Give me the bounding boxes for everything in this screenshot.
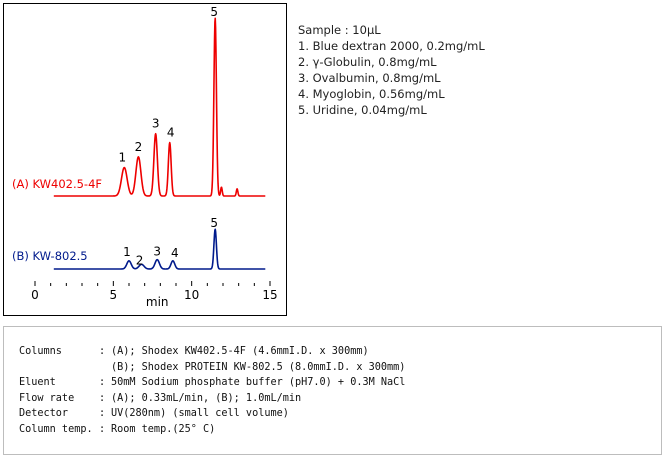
- condition-row: (B); Shodex PROTEIN KW-802.5 (8.0mmI.D. …: [19, 362, 405, 378]
- condition-value: 50mM Sodium phosphate buffer (pH7.0) + 0…: [111, 377, 406, 389]
- condition-value: Room temp.(25° C): [111, 423, 216, 435]
- condition-row: Detector : UV(280nm) (small cell volume): [19, 408, 405, 424]
- peak-label: 1: [123, 245, 131, 259]
- condition-row: Eluent : 50mM Sodium phosphate buffer (p…: [19, 377, 405, 393]
- peak-label: 2: [135, 140, 143, 154]
- peak-label: 5: [210, 5, 218, 19]
- condition-row: Columns : (A); Shodex KW402.5-4F (4.6mmI…: [19, 346, 405, 362]
- condition-value: (A); Shodex KW402.5-4F (4.6mmI.D. x 300m…: [111, 346, 369, 357]
- condition-separator: :: [99, 377, 106, 389]
- chromatogram-panel: [3, 3, 287, 316]
- sample-item-2: 2. γ-Globulin, 0.8mg/mL: [298, 55, 437, 69]
- sample-item-1: 1. Blue dextran 2000, 0.2mg/mL: [298, 39, 485, 53]
- condition-separator: :: [99, 408, 106, 420]
- condition-label: Columns: [19, 346, 62, 357]
- x-axis-label: min: [146, 295, 169, 309]
- sample-info: Sample : 10μL 1. Blue dextran 2000, 0.2m…: [298, 22, 485, 118]
- condition-value: (B); Shodex PROTEIN KW-802.5 (8.0mmI.D. …: [111, 361, 406, 373]
- condition-value: UV(280nm) (small cell volume): [111, 408, 289, 420]
- condition-row: Flow rate : (A); 0.33mL/min, (B); 1.0mL/…: [19, 393, 405, 409]
- condition-label: Flow rate: [19, 392, 75, 404]
- analysis-conditions-table: Columns : (A); Shodex KW402.5-4F (4.6mmI…: [19, 346, 405, 440]
- peak-label: 5: [210, 216, 218, 230]
- condition-row: Column temp. : Room temp.(25° C): [19, 424, 405, 440]
- sample-item-4: 4. Myoglobin, 0.56mg/mL: [298, 87, 445, 101]
- condition-separator: :: [99, 392, 106, 404]
- peak-label: 1: [118, 151, 126, 165]
- x-tick-label: 0: [31, 288, 39, 302]
- x-tick-label: 5: [110, 288, 118, 302]
- sample-item-3: 3. Ovalbumin, 0.8mg/mL: [298, 71, 441, 85]
- condition-separator: :: [99, 423, 106, 435]
- sample-title: Sample : 10μL: [298, 23, 381, 37]
- condition-value: (A); 0.33mL/min, (B); 1.0mL/min: [111, 392, 302, 404]
- condition-label: Eluent: [19, 377, 56, 389]
- sample-item-5: 5. Uridine, 0.04mg/mL: [298, 103, 427, 117]
- peak-label: 3: [153, 245, 161, 259]
- trace-line-b: [53, 228, 266, 270]
- x-tick-label: 15: [262, 288, 277, 302]
- condition-separator: [99, 362, 111, 378]
- trace-line-a: [53, 17, 266, 197]
- condition-label: Column temp.: [19, 423, 93, 435]
- peak-label: 2: [136, 253, 144, 267]
- condition-label: Detector: [19, 408, 69, 420]
- condition-separator: :: [99, 346, 106, 357]
- x-tick-label: 10: [184, 288, 199, 302]
- trace-name-label-b: (B) KW-802.5: [12, 249, 88, 263]
- peak-label: 4: [171, 246, 179, 260]
- peak-label: 4: [167, 126, 175, 140]
- analysis-conditions-box: Columns : (A); Shodex KW402.5-4F (4.6mmI…: [3, 326, 662, 455]
- trace-name-label-a: (A) KW402.5-4F: [12, 177, 102, 191]
- peak-label: 3: [152, 117, 160, 131]
- condition-label: [19, 362, 99, 378]
